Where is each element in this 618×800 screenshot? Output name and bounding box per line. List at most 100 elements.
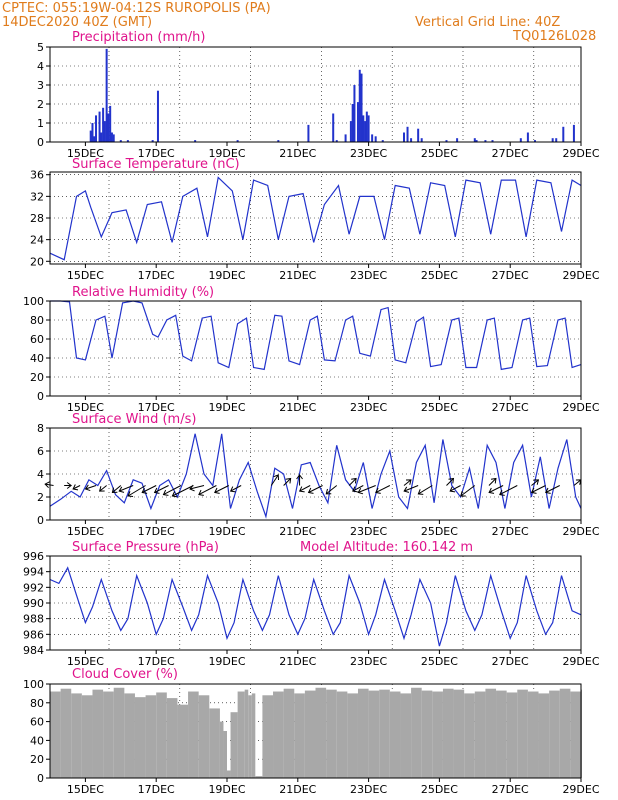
cloud-xtick-label: 21DEC bbox=[279, 783, 316, 796]
precip-bar bbox=[349, 121, 352, 142]
cloud-xtick-label: 29DEC bbox=[562, 783, 599, 796]
temp-ytick-label: 36 bbox=[30, 169, 44, 182]
precip-bar bbox=[406, 126, 409, 142]
wind-vector bbox=[352, 485, 364, 492]
temp-series-line bbox=[49, 176, 582, 261]
temp-xtick-label: 25DEC bbox=[421, 269, 458, 282]
wind-vector-head bbox=[118, 486, 125, 493]
precip-bar bbox=[93, 136, 96, 142]
wind-vector-head bbox=[298, 486, 305, 493]
rh-xtick-label: 17DEC bbox=[138, 401, 175, 414]
precip-xtick-label: 19DEC bbox=[208, 147, 245, 160]
cloud-bar bbox=[538, 693, 550, 778]
cloud-bar bbox=[506, 692, 518, 778]
precip-xtick-label: 15DEC bbox=[67, 147, 104, 160]
precip-bar bbox=[277, 140, 280, 142]
wind-ytick-label: 8 bbox=[37, 422, 44, 435]
precip-bar bbox=[410, 138, 413, 142]
temp-ytick-label: 32 bbox=[30, 190, 44, 203]
wind-vector-head bbox=[189, 484, 195, 492]
precip-bar bbox=[95, 115, 98, 142]
precip-bar bbox=[572, 124, 575, 142]
pres-xtick-label: 21DEC bbox=[279, 655, 316, 668]
cloud-bar bbox=[209, 708, 220, 778]
wind-vector bbox=[545, 485, 560, 493]
cloud-bar bbox=[315, 687, 327, 778]
cloud-bar bbox=[389, 691, 401, 778]
pres-ytick-label: 992 bbox=[23, 581, 44, 594]
wind-title: Surface Wind (m/s) bbox=[72, 412, 196, 427]
precip-bar bbox=[351, 104, 354, 142]
wind-vector-head bbox=[198, 489, 204, 496]
precip-bar bbox=[335, 140, 338, 142]
rh-series-line bbox=[50, 300, 582, 371]
cloud-bar bbox=[283, 688, 295, 778]
pres-xtick-label: 15DEC bbox=[67, 655, 104, 668]
wind-xtick-label: 21DEC bbox=[279, 525, 316, 538]
wind-vector-head bbox=[214, 487, 220, 494]
temp-ytick-label: 24 bbox=[30, 234, 44, 247]
product-code: TQ0126L028 bbox=[513, 29, 597, 44]
cloud-bar bbox=[103, 691, 114, 778]
wind-vector bbox=[270, 474, 279, 486]
precip-bar bbox=[236, 140, 239, 142]
cloud-bar bbox=[227, 770, 231, 778]
cloud-bar bbox=[464, 693, 475, 778]
rh-xtick-label: 27DEC bbox=[492, 401, 529, 414]
cloud-bar bbox=[442, 688, 454, 778]
cloud-bar bbox=[453, 689, 465, 778]
pres-xtick-label: 17DEC bbox=[138, 655, 175, 668]
temp-ytick-label: 28 bbox=[30, 212, 44, 225]
temp-xtick-label: 21DEC bbox=[279, 269, 316, 282]
cloud-bar bbox=[251, 693, 256, 778]
pres-title: Surface Pressure (hPa) bbox=[72, 540, 219, 555]
cloud-bar bbox=[411, 687, 422, 778]
wind-vector-head bbox=[417, 489, 424, 495]
wind-vector bbox=[85, 485, 97, 490]
rh-ytick-label: 0 bbox=[37, 390, 44, 403]
wind-xtick-label: 15DEC bbox=[67, 525, 104, 538]
precip-bar bbox=[98, 111, 101, 142]
cloud-bar bbox=[219, 721, 224, 778]
cloud-bar bbox=[188, 691, 199, 778]
cloud-bar bbox=[474, 691, 486, 778]
rh-ytick-label: 20 bbox=[30, 371, 44, 384]
precip-bar bbox=[102, 107, 105, 142]
precip-bar bbox=[358, 69, 361, 142]
cloud-bar bbox=[400, 693, 412, 778]
cloud-bar bbox=[549, 690, 560, 778]
wind-vector-head bbox=[296, 474, 303, 480]
cloud-xtick-label: 17DEC bbox=[138, 783, 175, 796]
wind-vector bbox=[531, 479, 539, 486]
rh-xtick-label: 29DEC bbox=[562, 401, 599, 414]
temp-frame bbox=[49, 171, 582, 265]
precip-xtick-label: 21DEC bbox=[279, 147, 316, 160]
precip-bar bbox=[103, 121, 106, 142]
precip-ytick-label: 0 bbox=[37, 136, 44, 149]
grid-line-note: Vertical Grid Line: 40Z bbox=[415, 15, 561, 30]
wind-vector bbox=[499, 485, 518, 496]
wind-vector bbox=[488, 478, 497, 486]
rh-frame bbox=[49, 300, 582, 397]
wind-frame bbox=[49, 427, 582, 521]
wind-vector bbox=[403, 485, 419, 492]
precip-bar bbox=[112, 134, 115, 142]
pres-ytick-label: 994 bbox=[23, 566, 44, 579]
wind-vector bbox=[141, 485, 157, 493]
temp-xtick-label: 19DEC bbox=[208, 269, 245, 282]
temp-xtick-label: 15DEC bbox=[67, 269, 104, 282]
precip-xtick-label: 29DEC bbox=[562, 147, 599, 160]
cloud-bar bbox=[71, 693, 82, 778]
wind-vector bbox=[446, 478, 454, 486]
wind-vector bbox=[348, 478, 357, 486]
cloud-bar bbox=[432, 691, 443, 778]
wind-vector bbox=[283, 478, 291, 486]
wind-vector bbox=[172, 485, 194, 497]
cloud-bar bbox=[496, 690, 507, 778]
precip-ytick-label: 5 bbox=[37, 41, 44, 54]
cloud-bar bbox=[357, 688, 369, 778]
wind-vector-head bbox=[352, 486, 358, 493]
wind-vector bbox=[127, 485, 146, 497]
cloud-bar bbox=[50, 691, 61, 778]
precip-bar bbox=[519, 138, 522, 142]
